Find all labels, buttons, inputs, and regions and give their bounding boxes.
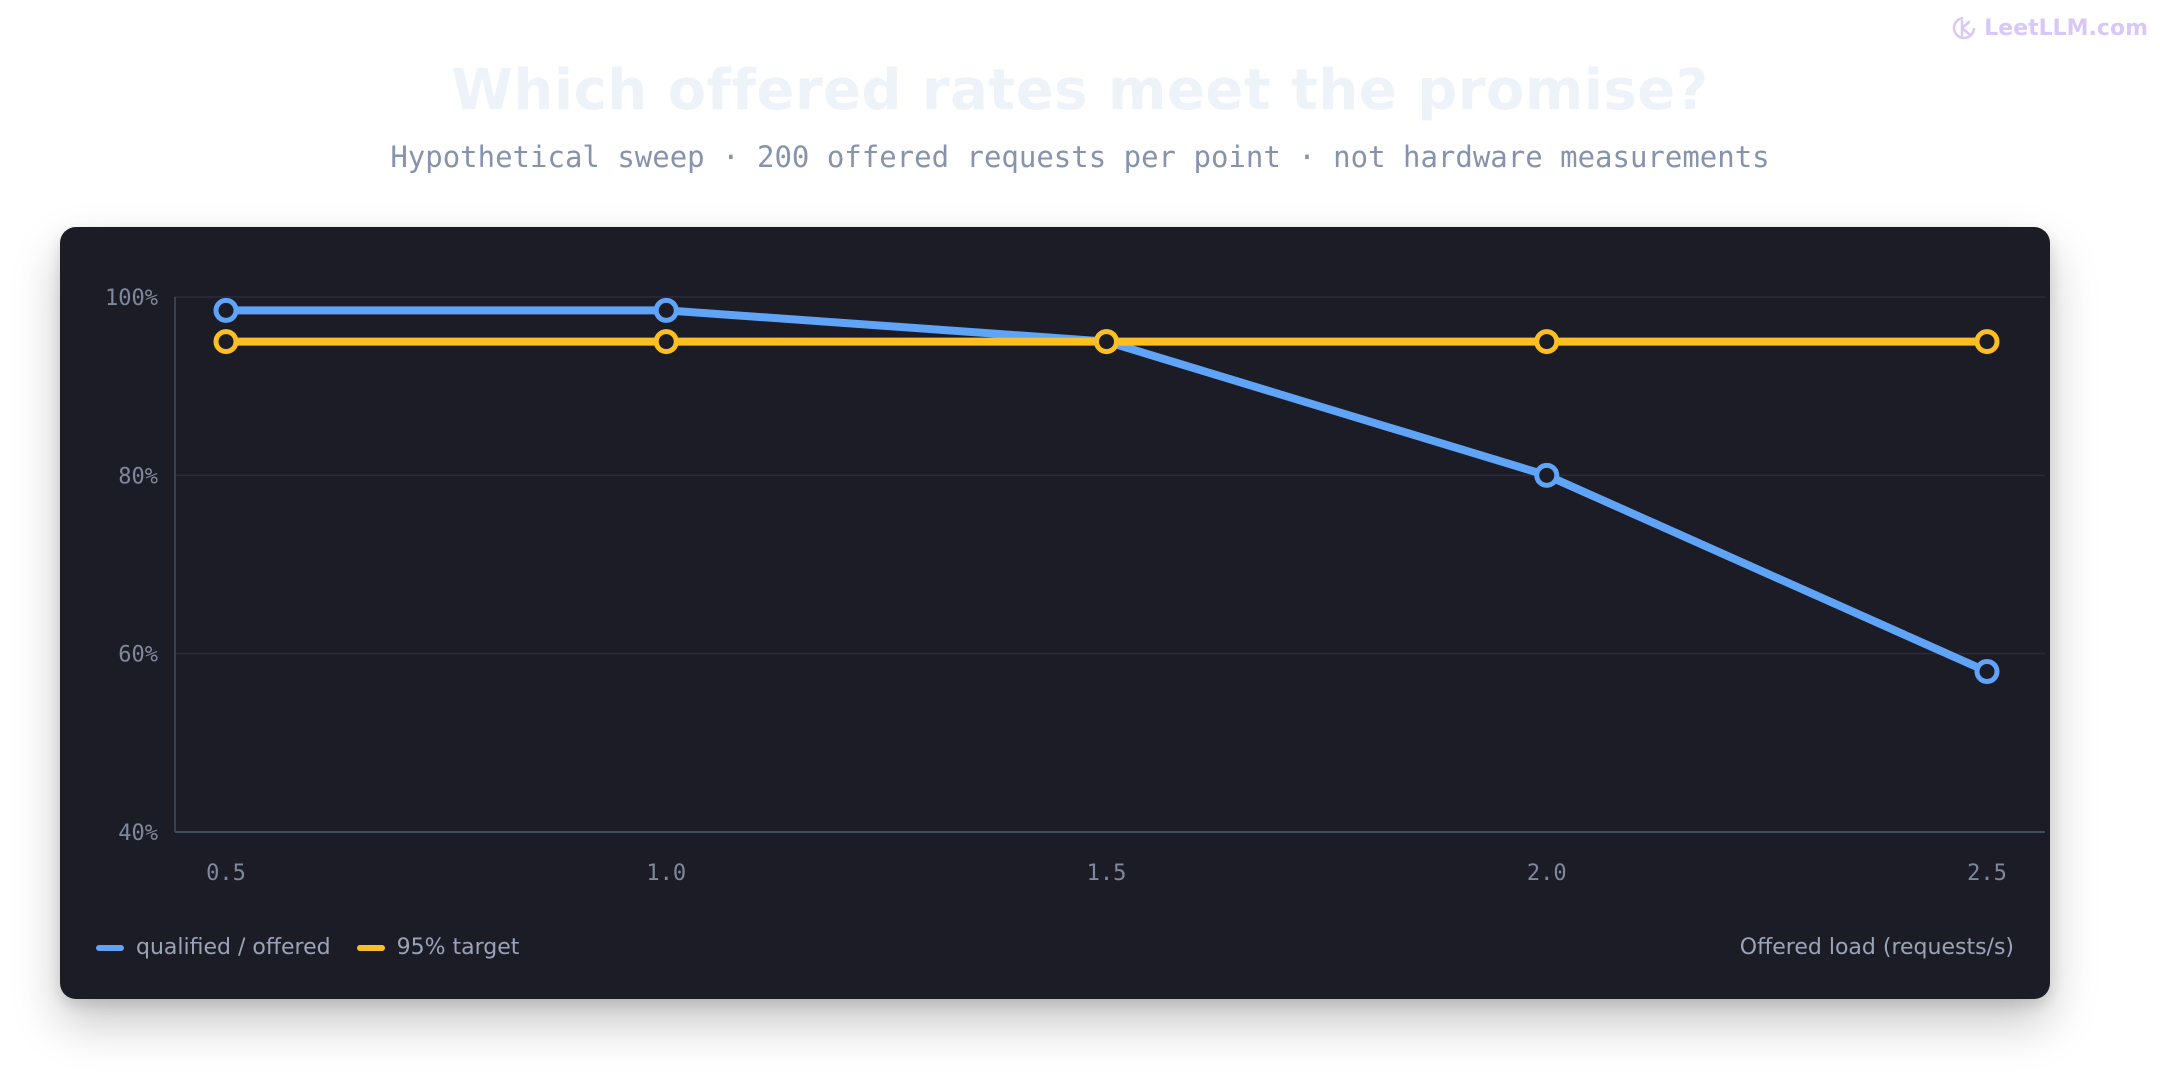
x-tick-label: 1.5 [1087, 861, 1127, 886]
x-axis-label: Offered load (requests/s) [1739, 935, 2014, 960]
data-point-1 [213, 329, 239, 355]
data-point-0 [1534, 462, 1560, 488]
series-line-0 [222, 306, 1991, 676]
chart-card: 40% 60% 80% 100% 0.5 1.0 1.5 2.0 2.5 qualified /… [60, 227, 2050, 999]
y-tick-label: 60% [118, 643, 158, 668]
legend-swatch-qualified [96, 944, 124, 951]
legend-swatch-target [356, 944, 385, 951]
legend-label-target: 95% target [396, 935, 520, 960]
chart-title: Which offered rates meet the promise? [451, 58, 1709, 123]
legend-label-qualified: qualified / offered [136, 935, 331, 960]
x-tick-label: 0.5 [206, 861, 246, 886]
data-point-0 [213, 297, 239, 323]
axis-layer [174, 297, 2045, 833]
legend: qualified / offered 95% target [96, 935, 519, 960]
watermark-text: LeetLLM.com [1984, 15, 2148, 41]
watermark: LeetLLM.com [1950, 14, 2148, 42]
data-point-0 [653, 297, 679, 323]
series-layer [213, 297, 2000, 684]
data-point-1 [1094, 329, 1119, 355]
x-tick-label: 2.0 [1527, 861, 1567, 886]
y-tick-label: 100% [105, 286, 158, 311]
chart-subtitle: Hypothetical sweep · 200 offered request… [390, 140, 1770, 174]
legend-item-target: 95% target [356, 935, 520, 960]
chart-plot: 40% 60% 80% 100% 0.5 1.0 1.5 2.0 2.5 [105, 286, 2045, 886]
grid-layer [175, 296, 2045, 655]
label-layer: 40% 60% 80% 100% 0.5 1.0 1.5 2.0 2.5 [105, 286, 2007, 886]
logo-icon [1953, 16, 1976, 40]
y-tick-label: 40% [118, 821, 158, 846]
data-point-1 [1974, 329, 2000, 355]
y-tick-label: 80% [118, 464, 158, 489]
data-point-1 [1534, 329, 1560, 355]
legend-item-qualified: qualified / offered [96, 935, 331, 960]
data-point-1 [653, 329, 679, 355]
data-point-0 [1974, 659, 2000, 684]
x-tick-label: 1.0 [646, 861, 686, 886]
x-tick-label: 2.5 [1967, 861, 2007, 886]
